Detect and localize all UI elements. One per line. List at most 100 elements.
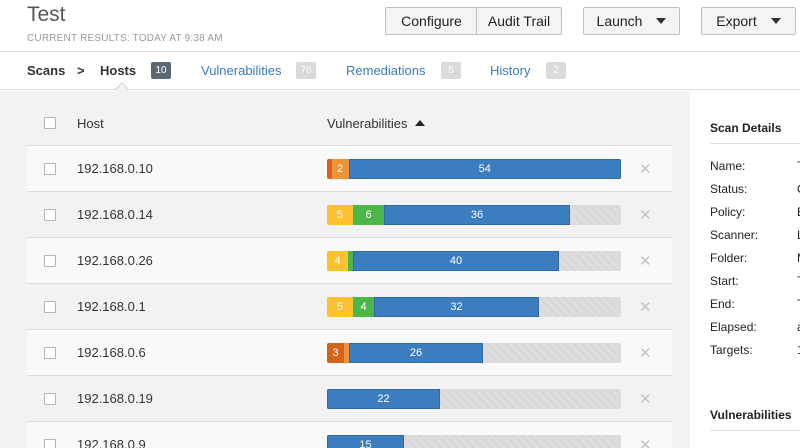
scan-title: Test [27,3,66,26]
vulnerability-severity-bar[interactable]: 5 4 32 [327,297,621,317]
remove-host-icon[interactable]: ✕ [639,299,652,316]
scan-detail-value: L [797,228,800,242]
scan-detail-label: Start: [710,274,739,288]
row-select-checkbox[interactable] [44,255,56,267]
vulnerabilities-summary-title: Vulnerabilities [710,408,792,422]
row-select-checkbox[interactable] [44,347,56,359]
scan-detail-value: B [797,205,800,219]
launch-dropdown-button[interactable]: Launch [583,7,680,35]
row-select-checkbox[interactable] [44,163,56,175]
row-select-checkbox[interactable] [44,439,56,448]
tab-hosts[interactable]: Hosts [100,63,137,78]
severity-segment-info: 15 [327,435,404,448]
remove-host-icon[interactable]: ✕ [639,437,652,448]
severity-segment-critical [327,159,332,179]
severity-segment-critical: 3 [327,343,344,363]
vulnerabilities-summary-divider [710,430,800,431]
table-row[interactable]: 192.168.0.6 3 26 ✕ [27,330,672,376]
select-all-checkbox[interactable] [44,117,56,129]
scan-detail-value: a [797,320,800,334]
configure-button[interactable]: Configure [385,7,477,35]
severity-segment-high: 2 [331,159,349,179]
tab-history[interactable]: History [490,63,531,78]
scan-detail-label: Scanner: [710,228,759,242]
host-address[interactable]: 192.168.0.26 [77,253,153,268]
table-row[interactable]: 192.168.0.26 4 40 ✕ [27,238,672,284]
button-group-divider [476,7,477,35]
audit-trail-button-label: Audit Trail [487,13,551,29]
vulnerability-severity-bar[interactable]: 3 26 [327,343,621,363]
severity-segment-low: 4 [353,297,374,317]
host-address[interactable]: 192.168.0.6 [77,345,146,360]
launch-button-label: Launch [596,13,643,29]
host-column-header[interactable]: Host [77,116,104,131]
severity-segment-low: 6 [353,205,384,225]
row-select-checkbox[interactable] [44,301,56,313]
severity-segment-info: 32 [374,297,539,317]
history-count-badge: 2 [546,62,566,79]
severity-segment-medium: 4 [327,251,348,271]
host-address[interactable]: 192.168.0.1 [77,299,146,314]
scan-detail-label: Elapsed: [710,320,757,334]
severity-segment-high [344,343,349,363]
scan-detail-value: T [797,159,800,173]
sort-ascending-icon [415,120,426,126]
chevron-down-icon [770,18,781,24]
export-dropdown-button[interactable]: Export [701,7,796,35]
table-row[interactable]: 192.168.0.10 2 54 ✕ [27,146,672,192]
page-header: Test CURRENT RESULTS: TODAY AT 9:38 AM C… [0,0,800,52]
vulnerability-severity-bar[interactable]: 22 [327,389,621,409]
scan-details-divider [710,143,800,144]
scan-detail-label: Name: [710,159,746,173]
tab-vulnerabilities[interactable]: Vulnerabilities [201,63,282,78]
results-tab-bar: Scans > Hosts 10 Vulnerabilities 76 Reme… [0,52,800,90]
vulnerability-severity-bar[interactable]: 2 54 [327,159,621,179]
scan-detail-label: Status: [710,182,748,196]
chevron-down-icon [656,18,667,24]
active-tab-pointer-fill [115,84,129,91]
table-row[interactable]: 192.168.0.1 5 4 32 ✕ [27,284,672,330]
host-address[interactable]: 192.168.0.9 [77,437,146,448]
remove-host-icon[interactable]: ✕ [639,253,652,270]
breadcrumb-scans-link[interactable]: Scans [27,63,66,78]
severity-segment-info: 26 [349,343,483,363]
export-button-label: Export [716,13,757,29]
host-address[interactable]: 192.168.0.19 [77,391,153,406]
scan-detail-value: T [797,274,800,288]
scan-results-timestamp: CURRENT RESULTS: TODAY AT 9:38 AM [27,33,223,44]
table-row[interactable]: 192.168.0.19 22 ✕ [27,376,672,422]
row-select-checkbox[interactable] [44,209,56,221]
host-address[interactable]: 192.168.0.10 [77,161,153,176]
hosts-count-badge: 10 [151,62,171,79]
configure-button-label: Configure [401,13,462,29]
remove-host-icon[interactable]: ✕ [639,207,652,224]
table-row[interactable]: 192.168.0.9 15 ✕ [27,422,672,448]
vulnerability-severity-bar[interactable]: 15 [327,435,621,448]
hosts-table-header: Host Vulnerabilities [27,102,672,146]
remove-host-icon[interactable]: ✕ [639,391,652,408]
row-select-checkbox[interactable] [44,393,56,405]
vulnerability-severity-bar[interactable]: 4 40 [327,251,621,271]
scan-detail-label: End: [710,297,735,311]
severity-segment-info: 36 [384,205,570,225]
vulnerability-severity-bar[interactable]: 5 6 36 [327,205,621,225]
remediations-count-badge: 5 [441,62,461,79]
scan-details-sidebar: Scan Details Vulnerabilities Name: T Statu… [690,91,800,448]
table-row[interactable]: 192.168.0.14 5 6 36 ✕ [27,192,672,238]
remove-host-icon[interactable]: ✕ [639,345,652,362]
tab-remediations[interactable]: Remediations [346,63,426,78]
scan-detail-label: Folder: [710,251,748,265]
remove-host-icon[interactable]: ✕ [639,161,652,178]
audit-trail-button[interactable]: Audit Trail [477,7,562,35]
severity-segment-info: 54 [348,159,621,179]
scan-detail-label: Policy: [710,205,746,219]
scan-details-title: Scan Details [710,121,782,135]
breadcrumb-separator-icon: > [77,63,85,78]
scan-detail-label: Targets: [710,343,753,357]
scan-detail-value: 1 [797,343,800,357]
vulnerabilities-column-header[interactable]: Vulnerabilities [327,116,426,131]
severity-segment-info: 40 [353,251,559,271]
scan-detail-value: T [797,297,800,311]
host-address[interactable]: 192.168.0.14 [77,207,153,222]
severity-segment-info: 22 [327,389,440,409]
